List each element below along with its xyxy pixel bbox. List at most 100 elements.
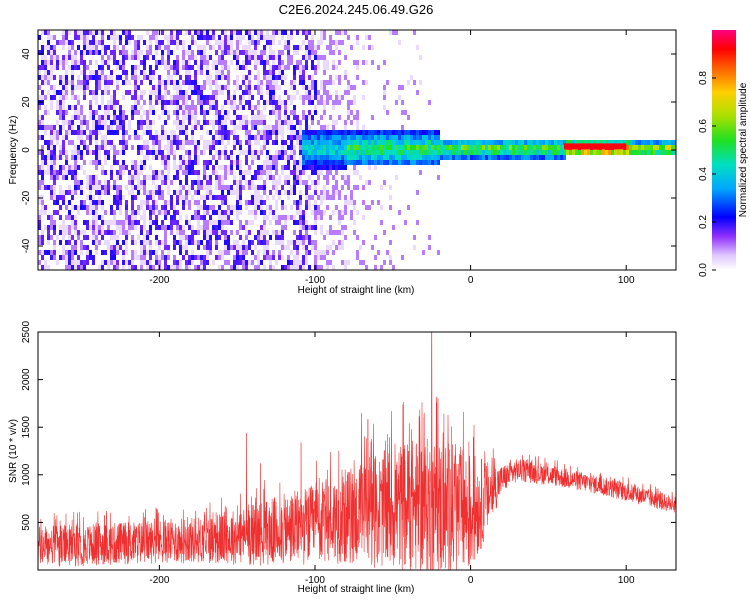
spectrogram-cell [326, 180, 329, 185]
spectrogram-cell [353, 130, 356, 135]
spectrogram-cell [395, 145, 398, 150]
spectrogram-cell [515, 140, 518, 145]
spectrogram-cell [386, 160, 389, 165]
spectrogram-cell [167, 45, 170, 50]
spectrogram-cell [188, 220, 191, 225]
spectrogram-cell [113, 265, 116, 270]
spectrogram-cell [50, 130, 53, 135]
spectrogram-cell [197, 90, 200, 95]
spectrogram-cell [287, 255, 290, 260]
spectrogram-cell [491, 155, 494, 160]
spectrogram-cell [233, 255, 236, 260]
spectrogram-cell [191, 170, 194, 175]
spectrogram-cell [281, 35, 284, 40]
spectrogram-cell [602, 140, 605, 145]
spectrogram-cell [383, 95, 386, 100]
spectrogram-cell [125, 250, 128, 255]
spectrogram-cell [47, 45, 50, 50]
spectrogram-cell [83, 160, 86, 165]
spectrogram-cell [50, 95, 53, 100]
spectrogram-cell [155, 85, 158, 90]
spectrogram-cell [170, 150, 173, 155]
spectrogram-cell [656, 140, 659, 145]
spectrogram-cell [326, 230, 329, 235]
spectrogram-cell [104, 110, 107, 115]
spectrogram-cell [122, 145, 125, 150]
spectrogram-cell [80, 120, 83, 125]
spectrogram-cell [65, 170, 68, 175]
spectrogram-cell [332, 185, 335, 190]
spectrogram-cell [233, 140, 236, 145]
spectrogram-cell [185, 75, 188, 80]
spectrogram-cell [242, 265, 245, 270]
spectrogram-cell [236, 185, 239, 190]
spectrogram-cell [200, 225, 203, 230]
spectrogram-cell [254, 215, 257, 220]
spectrogram-cell [428, 245, 431, 250]
spectrogram-cell [299, 205, 302, 210]
spectrogram-cell [371, 45, 374, 50]
spectrogram-cell [89, 180, 92, 185]
spectrogram-cell [176, 35, 179, 40]
spectrogram-cell [356, 155, 359, 160]
spectrogram-cell [353, 150, 356, 155]
spectrogram-cell [257, 75, 260, 80]
spectrogram-cell [338, 230, 341, 235]
spectrogram-cell [161, 55, 164, 60]
spectrogram-cell [554, 150, 557, 155]
spectrogram-cell [143, 140, 146, 145]
spectrogram-cell [335, 205, 338, 210]
spectrogram-cell [179, 120, 182, 125]
spectrogram-cell [353, 115, 356, 120]
spectrogram-cell [530, 145, 533, 150]
spectrogram-cell [254, 65, 257, 70]
spectrogram-cell [275, 80, 278, 85]
spectrogram-cell [314, 85, 317, 90]
spectrogram-cell [302, 170, 305, 175]
spectrogram-cell [119, 170, 122, 175]
spectrogram-cell [467, 155, 470, 160]
spectrogram-cell [83, 220, 86, 225]
spectrogram-cell [227, 190, 230, 195]
spectrogram-cell [290, 190, 293, 195]
spectrogram-cell [284, 225, 287, 230]
spectrogram-cell [176, 120, 179, 125]
spectrogram-cell [278, 40, 281, 45]
spectrogram-cell [116, 45, 119, 50]
spectrogram-cell [167, 165, 170, 170]
spectrogram-cell [89, 190, 92, 195]
spectrogram-cell [83, 115, 86, 120]
spectrogram-cell [671, 140, 674, 145]
spectrogram-cell [662, 150, 665, 155]
spectrogram-cell [266, 135, 269, 140]
spectrogram-cell [107, 90, 110, 95]
spectrogram-cell [206, 190, 209, 195]
spectrogram-cell [38, 210, 41, 215]
spectrogram-cell [128, 230, 131, 235]
spectrogram-cell [182, 50, 185, 55]
spectrogram-cell [125, 80, 128, 85]
spectrogram-cell [623, 150, 626, 155]
spectrogram-cell [251, 105, 254, 110]
spectrogram-cell [122, 70, 125, 75]
spectrogram-cell [209, 100, 212, 105]
spectrogram-cell [212, 65, 215, 70]
spectrogram-cell [317, 250, 320, 255]
spectrogram-cell [224, 110, 227, 115]
spectrogram-cell [116, 185, 119, 190]
spectrogram-cell [152, 140, 155, 145]
spectrogram-cell [281, 30, 284, 35]
spectrogram-cell [224, 240, 227, 245]
spectrogram-cell [383, 155, 386, 160]
spectrogram-cell [356, 130, 359, 135]
spectrogram-cell [206, 100, 209, 105]
spectrogram-cell [122, 150, 125, 155]
spectrogram-cell [131, 185, 134, 190]
spectrogram-cell [317, 100, 320, 105]
spectrogram-cell [104, 250, 107, 255]
spectrogram-y-label: Frequency (Hz) [8, 116, 19, 185]
spectrogram-cell [116, 190, 119, 195]
spectrogram-cell [233, 245, 236, 250]
spectrogram-cell [269, 45, 272, 50]
spectrogram-cell [137, 145, 140, 150]
